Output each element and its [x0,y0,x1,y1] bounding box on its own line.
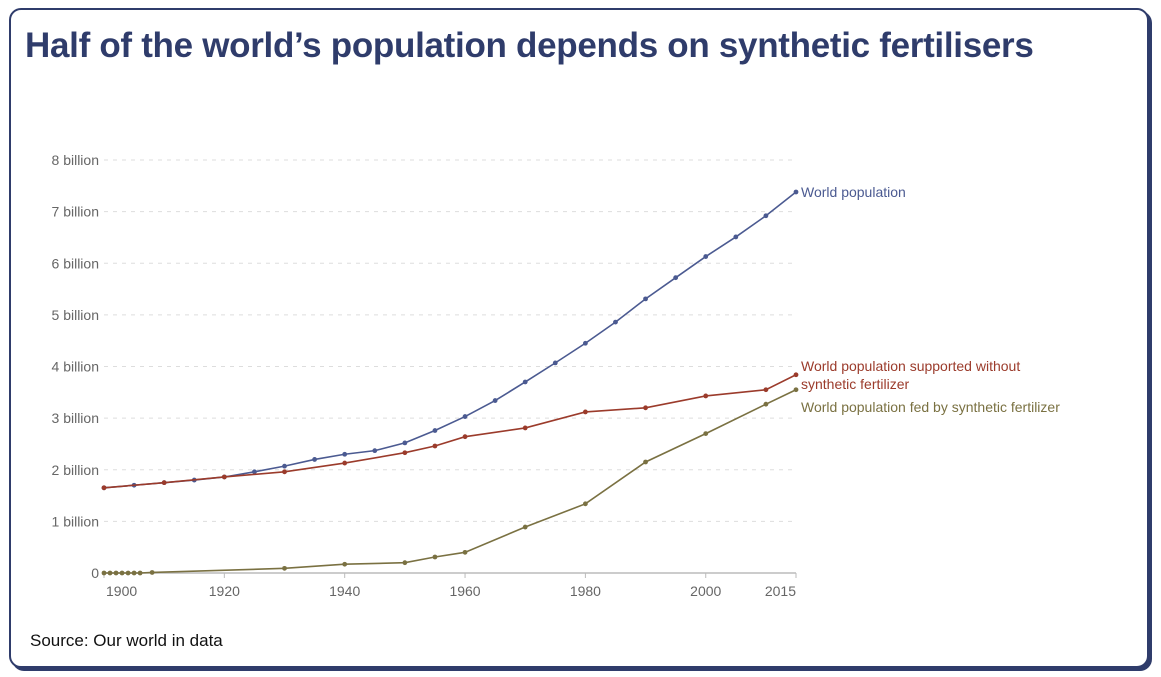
data-point [137,570,143,576]
data-point [402,450,408,456]
x-tick-label: 1920 [209,583,240,599]
data-point [643,296,648,302]
data-point [522,524,528,530]
data-point [342,451,348,457]
data-point [613,319,618,325]
data-point [432,428,438,433]
data-point [432,554,438,560]
x-tick-label: 1940 [329,583,360,599]
data-point [221,474,227,480]
data-point [342,561,348,567]
x-tick-label: 2000 [690,583,721,599]
data-point [312,457,318,462]
data-point [101,570,107,576]
source-note: Source: Our world in data [30,631,223,650]
series-label: World population supported without [801,358,1020,374]
y-tick-label: 6 billion [52,255,99,271]
y-tick-label: 0 [91,565,99,581]
data-point [552,360,558,366]
data-point [161,480,167,486]
data-point [763,401,769,407]
series-line-0 [103,191,797,489]
data-point [131,570,137,576]
data-point [282,469,287,475]
x-tick-label: 1980 [570,583,601,599]
data-point [402,560,408,566]
data-point [282,565,287,571]
series-label: World population fed by synthetic fertil… [801,399,1060,415]
series-label: synthetic fertilizer [801,376,909,392]
x-tick-label: 1960 [449,583,480,599]
data-point [793,189,799,195]
data-point [101,485,107,491]
y-tick-label: 7 billion [52,204,99,220]
chart-card: Half of the world’s population depends o… [9,8,1149,668]
page-title: Half of the world’s population depends o… [25,26,1034,65]
y-tick-label: 3 billion [52,410,99,426]
data-point [402,440,408,446]
data-point [582,409,588,415]
data-point [643,405,648,411]
data-point [492,398,498,403]
y-tick-label: 5 billion [52,307,99,323]
data-point [763,213,769,219]
data-point [252,469,257,475]
y-tick-label: 8 billion [52,152,99,168]
data-point [462,549,468,555]
data-point [643,459,648,465]
data-point [793,387,799,393]
x-tick-label: 1900 [106,583,137,599]
y-tick-label: 4 billion [52,359,99,375]
data-point [582,501,588,507]
data-point [673,275,679,281]
data-point [703,254,709,259]
series-line-1 [103,374,797,489]
y-tick-label: 2 billion [52,462,99,478]
data-point [342,460,348,466]
series-label: World population [801,184,906,200]
data-point [462,414,468,419]
data-point [113,570,119,576]
data-point [733,234,739,240]
data-point [149,570,155,575]
x-tick-label: 2015 [765,583,796,599]
data-point [282,463,287,469]
data-point [432,443,438,449]
data-point [522,425,528,431]
data-point [703,393,709,399]
data-point [107,570,113,576]
data-point [125,570,131,576]
data-point [703,431,709,437]
data-point [582,340,588,346]
y-tick-label: 1 billion [52,513,99,529]
series-line-2 [104,389,797,574]
data-point [522,379,528,385]
data-point [793,372,799,378]
data-point [462,434,468,440]
data-point [763,387,769,393]
data-point [372,448,378,454]
data-point [119,570,125,576]
